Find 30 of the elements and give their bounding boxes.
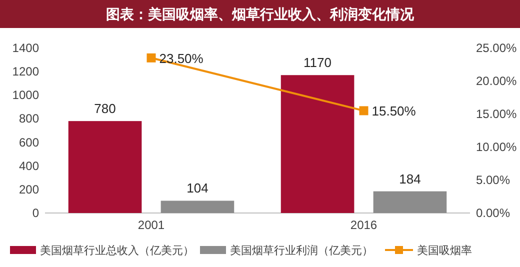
y-tick-label: 200 [18,182,40,196]
bar [280,75,354,213]
data-label: 23.50% [159,50,204,66]
data-label: 15.50% [372,104,416,119]
bar [160,200,234,213]
legend-label: 美国吸烟率 [417,244,472,257]
y2-tick-label: 5.00% [476,173,510,187]
data-label: 1170 [304,55,332,70]
legend-label: 美国烟草行业总收入（亿美元） [40,244,194,257]
y2-tick-label: 10.00% [476,140,518,154]
data-label: 104 [186,180,208,196]
bar [68,121,142,213]
bar [373,191,447,213]
y-tick-label: 1400 [12,41,40,55]
y2-tick-label: 15.00% [476,107,518,121]
y-tick-label: 1200 [12,64,40,79]
y-tick-label: 0 [32,206,40,220]
legend-label: 美国烟草行业利润（亿美元） [230,244,373,257]
y2-tick-label: 20.00% [476,74,518,88]
y2-tick-label: 0.00% [476,206,510,220]
chart-title: 图表：美国吸烟率、烟草行业收入、利润变化情况 [106,6,415,22]
y-tick-label: 1000 [12,88,40,102]
y2-tick-label: 25.00% [476,41,518,55]
data-label: 780 [94,101,116,116]
x-tick-label: 2016 [350,218,378,232]
x-tick-label: 2001 [138,218,165,232]
y-tick-label: 800 [18,112,40,126]
y-tick-label: 600 [18,135,40,150]
y-tick-label: 400 [18,158,40,173]
data-label: 184 [399,171,421,186]
